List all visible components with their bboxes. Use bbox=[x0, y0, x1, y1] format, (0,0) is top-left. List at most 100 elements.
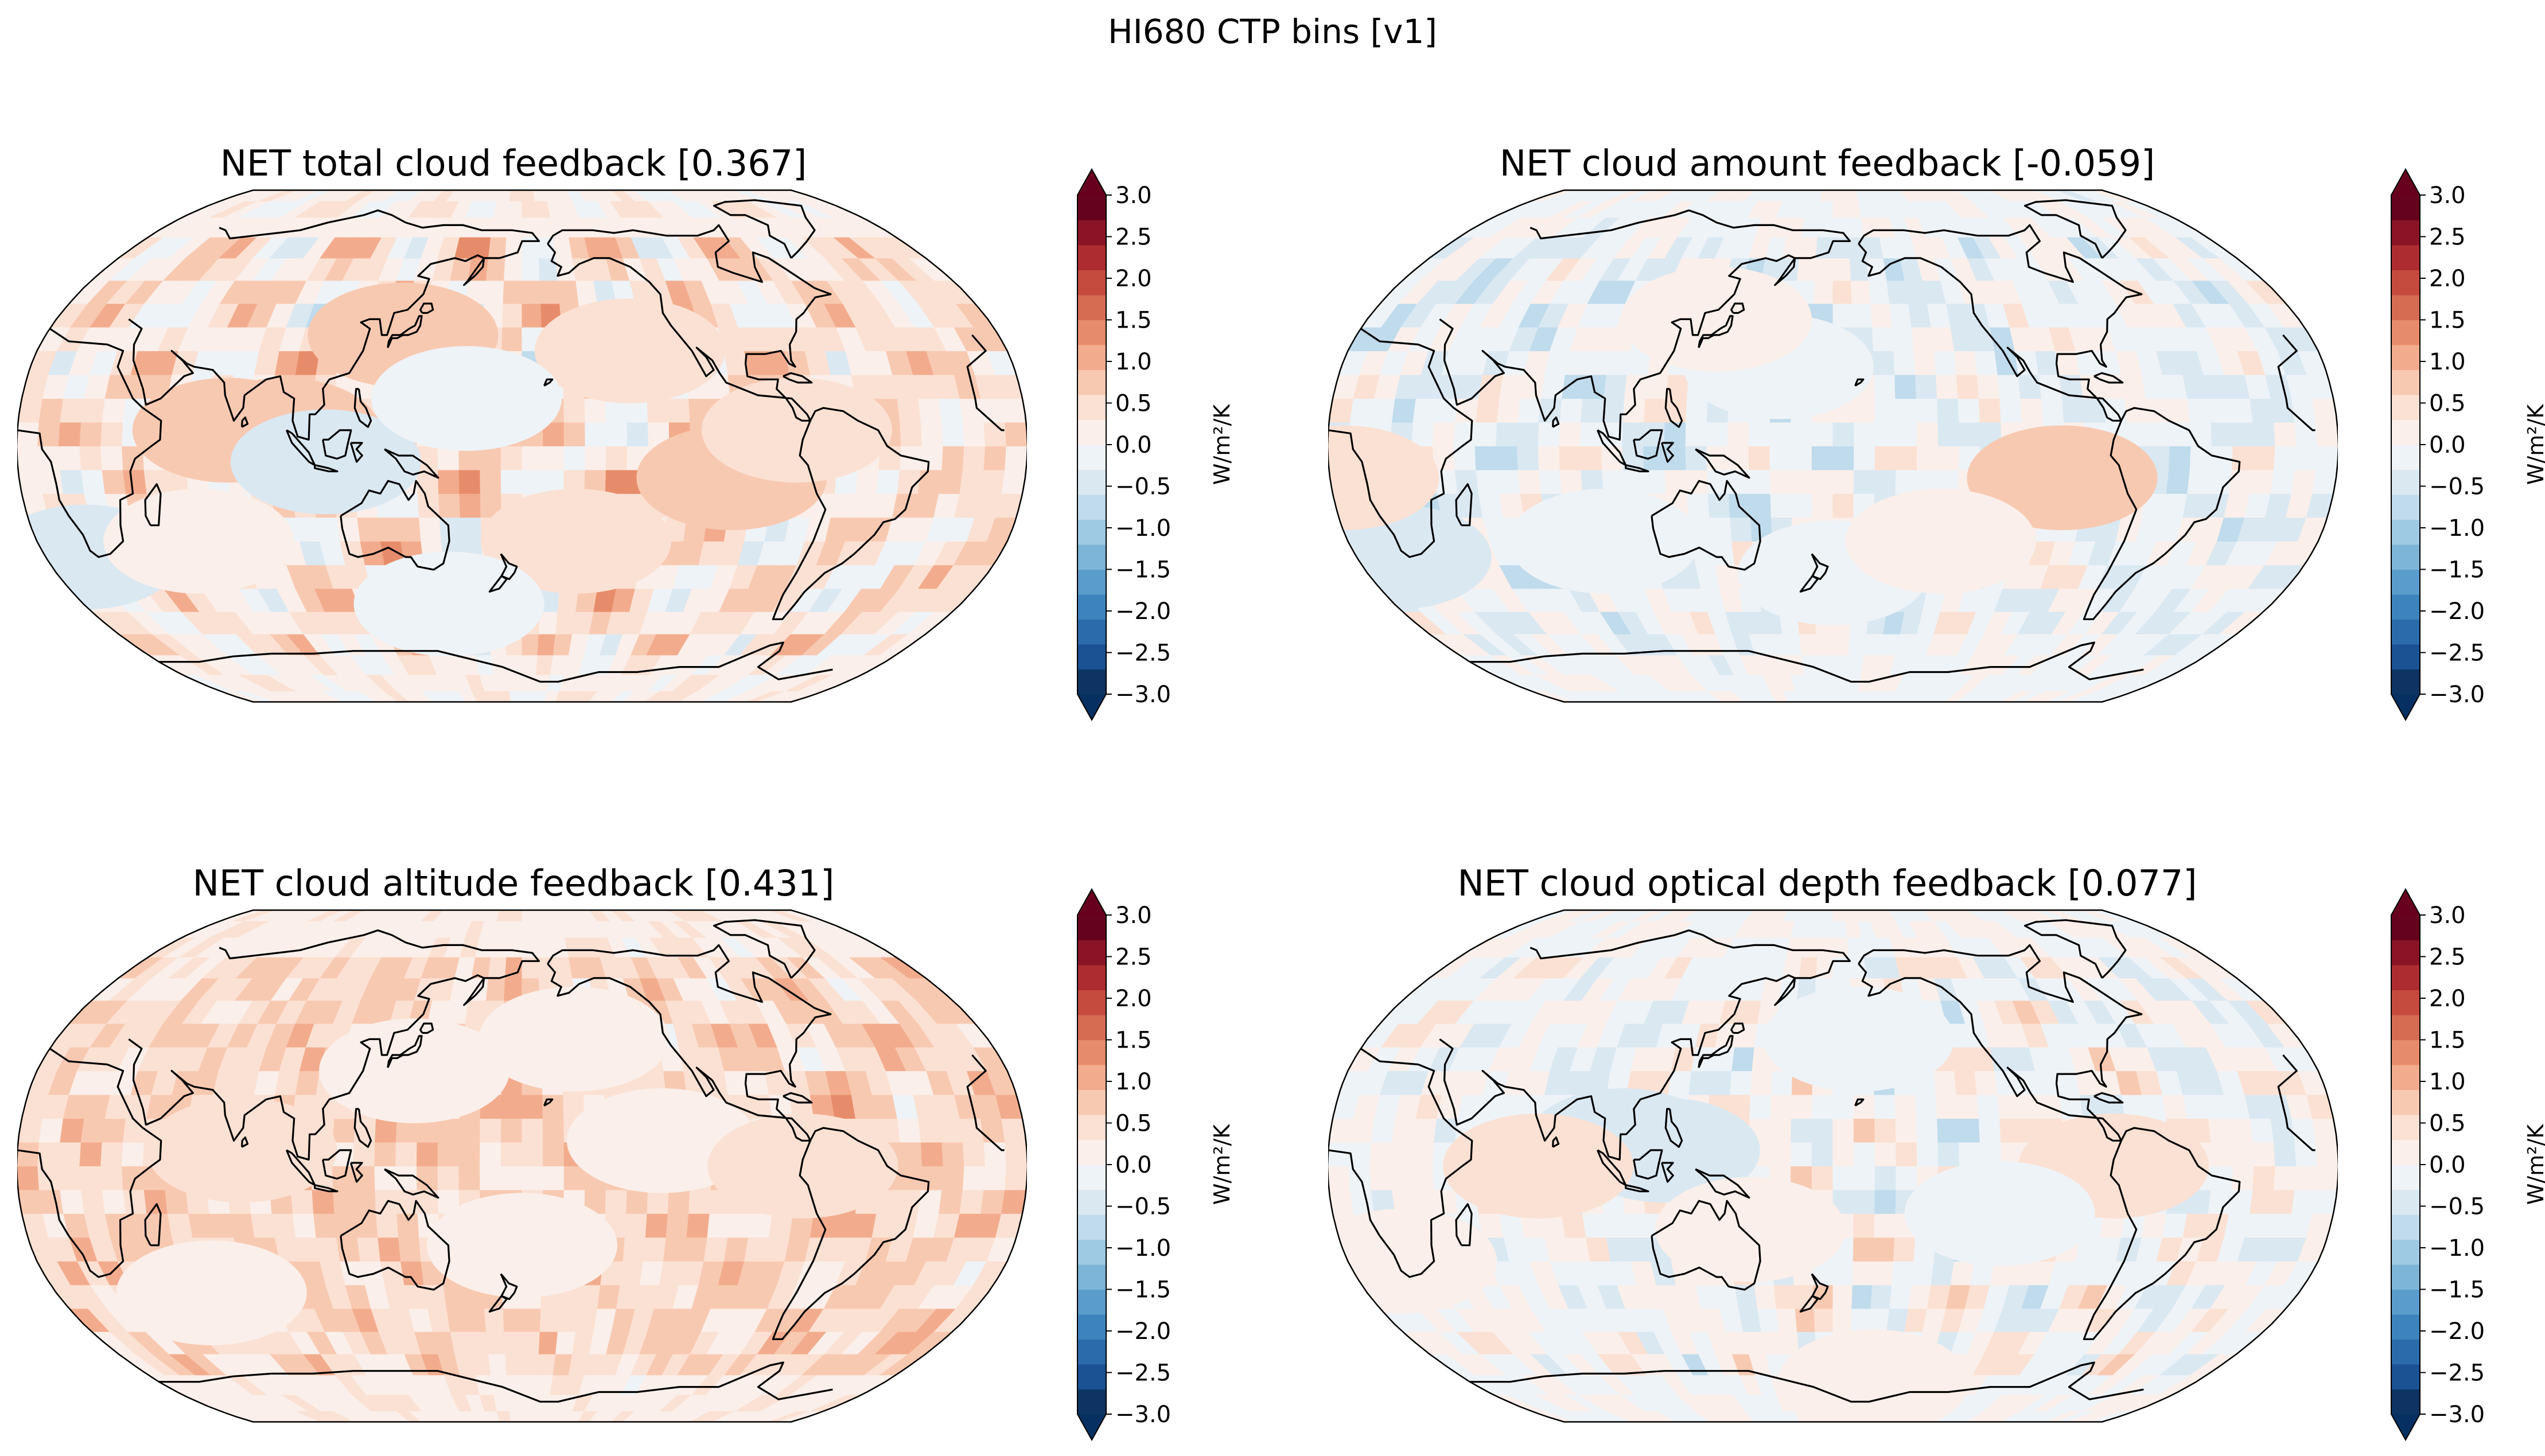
field-cell bbox=[1874, 1094, 1896, 1119]
colorbar-tick-label: 3.0 bbox=[2429, 182, 2466, 209]
field-cell bbox=[1931, 326, 1955, 352]
colorbar-tick-label: −2.5 bbox=[1115, 640, 1171, 667]
field-cell bbox=[962, 1142, 986, 1166]
field-cell bbox=[1799, 236, 1818, 259]
coastline bbox=[1625, 464, 1649, 473]
colorbar-tick-label: 2.5 bbox=[1115, 224, 1152, 251]
field-cell bbox=[58, 446, 82, 470]
robinson-map bbox=[17, 909, 1027, 1423]
field-cell bbox=[1931, 1260, 1955, 1286]
field-cell bbox=[1888, 190, 1909, 201]
field-cell bbox=[1744, 910, 1766, 921]
field-cell bbox=[2294, 422, 2318, 446]
field-cell bbox=[2250, 469, 2275, 494]
field-cell bbox=[18, 469, 43, 494]
field-cell bbox=[308, 910, 343, 921]
field-cell bbox=[605, 1189, 628, 1214]
field-cell bbox=[1937, 398, 1960, 423]
field-cell bbox=[2018, 374, 2042, 399]
field-cell bbox=[79, 446, 103, 470]
field-cell bbox=[1749, 1094, 1772, 1119]
field-cell bbox=[1569, 190, 1609, 201]
field-cell bbox=[620, 1260, 644, 1286]
field-cell bbox=[60, 469, 85, 494]
colorbar-bin bbox=[1077, 519, 1106, 545]
field-cell bbox=[1782, 956, 1803, 979]
field-cell bbox=[1719, 190, 1744, 201]
field-cell bbox=[465, 1308, 487, 1332]
field-cell bbox=[1913, 351, 1936, 375]
colorbar-tick-label: 0.5 bbox=[1115, 1111, 1152, 1137]
field-cell bbox=[333, 910, 367, 921]
field-cell bbox=[1832, 258, 1851, 281]
field-cell bbox=[1664, 398, 1688, 423]
field-cell bbox=[374, 1142, 396, 1166]
field-cell bbox=[917, 469, 943, 494]
field-cell bbox=[1795, 1308, 1816, 1332]
field-cell bbox=[1539, 469, 1563, 494]
coastline bbox=[1858, 944, 2143, 1142]
field-cell bbox=[624, 1213, 648, 1238]
colorbar-bin bbox=[1077, 1314, 1106, 1340]
field-cell bbox=[433, 910, 456, 921]
field-cell bbox=[1594, 910, 1632, 921]
feedback-anomaly bbox=[1655, 1177, 1846, 1282]
coastline bbox=[2023, 199, 2127, 259]
field-cell bbox=[485, 1331, 506, 1354]
field-cell bbox=[1849, 258, 1870, 281]
field-cell bbox=[357, 190, 389, 201]
field-cell bbox=[1974, 1070, 1998, 1095]
field-cell bbox=[2038, 1094, 2063, 1119]
field-cell bbox=[1517, 469, 1542, 494]
field-cell bbox=[544, 190, 561, 201]
field-cell bbox=[667, 398, 691, 423]
field-cell bbox=[2001, 910, 2034, 921]
field-cell bbox=[460, 517, 482, 542]
field-cell bbox=[1329, 398, 1354, 423]
field-cell bbox=[1664, 469, 1688, 494]
field-cell bbox=[1622, 422, 1645, 446]
field-cell bbox=[2312, 398, 2337, 423]
field-cell bbox=[1895, 398, 1917, 423]
coastline bbox=[2093, 372, 2124, 384]
coastline bbox=[1439, 209, 1851, 441]
field-cell bbox=[537, 633, 557, 656]
field-cell bbox=[1709, 1070, 1733, 1095]
field-cell bbox=[2014, 1070, 2040, 1095]
field-cell bbox=[1944, 190, 1972, 201]
field-cell bbox=[1893, 351, 1916, 375]
field-cell bbox=[1619, 190, 1654, 201]
field-cell bbox=[2294, 1166, 2318, 1190]
coastline bbox=[384, 448, 439, 479]
field-cell bbox=[1888, 910, 1909, 921]
field-cell bbox=[2001, 190, 2034, 201]
field-cell bbox=[645, 1213, 668, 1238]
field-cell bbox=[1632, 190, 1665, 201]
field-cell bbox=[1624, 1213, 1648, 1238]
field-cell bbox=[357, 517, 381, 542]
coastline bbox=[1633, 429, 1663, 460]
field-cell bbox=[1848, 633, 1867, 656]
field-cell bbox=[1820, 910, 1834, 921]
colorbar-extend-min bbox=[1077, 694, 1106, 720]
colorbar-bin bbox=[2391, 395, 2420, 421]
field-cell bbox=[1854, 1142, 1875, 1166]
field-cell bbox=[1818, 674, 1834, 692]
field-cell bbox=[1937, 1142, 1960, 1166]
field-cell bbox=[1749, 469, 1771, 494]
field-cell bbox=[1454, 469, 1479, 494]
field-cell bbox=[1707, 493, 1731, 518]
field-cell bbox=[683, 1237, 708, 1262]
field-cell bbox=[60, 1189, 85, 1214]
coastline bbox=[158, 1361, 833, 1403]
field-cell bbox=[1817, 217, 1834, 238]
field-cell bbox=[1933, 351, 1957, 375]
colorbar-tick-label: −1.0 bbox=[1115, 1235, 1171, 1262]
coastline bbox=[419, 302, 434, 314]
field-cell bbox=[1896, 422, 1918, 446]
field-cell bbox=[295, 517, 321, 542]
field-cell bbox=[563, 1166, 586, 1190]
field-cell bbox=[522, 303, 542, 328]
field-cell bbox=[2231, 446, 2255, 470]
field-cell bbox=[1959, 422, 1981, 446]
